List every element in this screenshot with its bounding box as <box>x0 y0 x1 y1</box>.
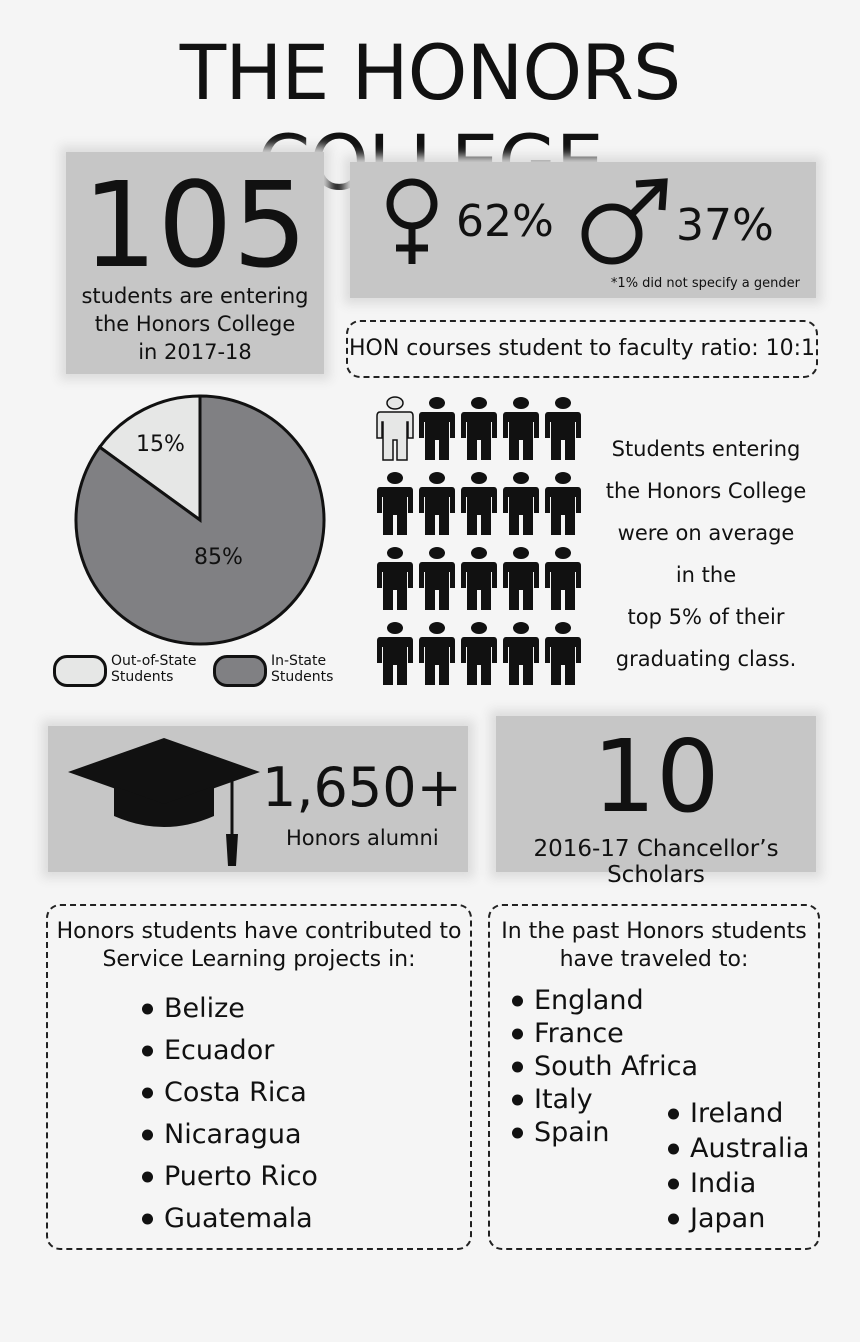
person-icon <box>460 471 498 541</box>
person-icon <box>418 621 456 691</box>
person-icon <box>544 471 582 541</box>
ratio-text: HON courses student to faculty ratio: 10… <box>348 336 816 361</box>
male-symbol-icon <box>581 178 668 265</box>
legend-label: Out-of-State Students <box>111 653 197 685</box>
list-item: Belize <box>138 988 318 1030</box>
male-percent: 37% <box>676 200 774 251</box>
entering-line: in 2017-18 <box>138 340 252 364</box>
person-icon <box>502 621 540 691</box>
person-icon <box>376 546 414 616</box>
top5-line: top 5% of their <box>627 605 785 629</box>
travel-heading: In the past Honors students have traveled… <box>501 919 807 972</box>
person-icon <box>460 621 498 691</box>
alumni-number: 1,650+ <box>262 756 462 819</box>
person-icon <box>544 396 582 466</box>
ratio-box: HON courses student to faculty ratio: 10… <box>346 320 818 378</box>
top5-line: the Honors College <box>605 479 807 503</box>
person-icon <box>376 471 414 541</box>
top5-line: were on average <box>617 521 795 545</box>
person-icon <box>376 621 414 691</box>
list-item: Nicaragua <box>138 1114 318 1156</box>
pie-label-out-of-state: 15% <box>136 432 185 457</box>
person-icon <box>460 396 498 466</box>
list-item: Puerto Rico <box>138 1156 318 1198</box>
scholars-number: 10 <box>592 718 720 835</box>
list-item: South Africa <box>508 1050 698 1083</box>
entering-text: students are entering the Honors College… <box>66 282 324 366</box>
travel-box: In the past Honors students have traveled… <box>488 904 820 1250</box>
travel-list: Ireland Australia India Japan <box>664 1096 809 1236</box>
scholars-card: 10 2016-17 Chancellor’s Scholars <box>496 716 816 888</box>
person-icon <box>502 471 540 541</box>
legend-swatch-in-state <box>213 655 267 687</box>
person-icon <box>544 546 582 616</box>
female-symbol-icon <box>386 178 438 264</box>
alumni-card: 1,650+ Honors alumni <box>48 726 468 872</box>
top5-text: Students entering the Honors College wer… <box>596 428 816 680</box>
list-item: India <box>664 1166 809 1201</box>
list-item: Ireland <box>664 1096 809 1131</box>
person-icon <box>418 471 456 541</box>
list-item: England <box>508 984 698 1017</box>
legend-label: In-State Students <box>271 653 334 685</box>
pie-chart <box>74 394 326 646</box>
top5-line: in the <box>675 563 737 587</box>
pie-slice-out-of-state <box>97 394 202 523</box>
pie-slice-in-state <box>74 394 326 646</box>
scholars-label: 2016-17 Chancellor’s Scholars <box>533 836 779 888</box>
list-item: Costa Rica <box>138 1072 318 1114</box>
list-item: Australia <box>664 1131 809 1166</box>
entering-line: students are entering <box>81 284 309 308</box>
person-icon <box>502 546 540 616</box>
travel-list: England France South Africa Italy Spain <box>508 984 698 1149</box>
person-icon <box>502 396 540 466</box>
legend-swatch-out-of-state <box>53 655 107 687</box>
person-icon <box>418 546 456 616</box>
gender-note: *1% did not specify a gender <box>610 276 800 291</box>
person-icon <box>418 396 456 466</box>
list-item: Ecuador <box>138 1030 318 1072</box>
people-grid <box>376 396 591 696</box>
entering-card: 105 students are entering the Honors Col… <box>66 152 324 374</box>
person-icon <box>376 396 414 466</box>
service-list: Belize Ecuador Costa Rica Nicaragua Puerto R… <box>138 988 318 1240</box>
pie-label-in-state: 85% <box>194 545 243 570</box>
entering-number: 105 <box>82 156 308 294</box>
service-box: Honors students have contributed to Servi… <box>46 904 472 1250</box>
list-item: Japan <box>664 1201 809 1236</box>
service-heading: Honors students have contributed to Servi… <box>56 919 462 972</box>
list-item: France <box>508 1017 698 1050</box>
top5-line: graduating class. <box>615 647 797 671</box>
entering-line: the Honors College <box>94 312 296 336</box>
list-item: Guatemala <box>138 1198 318 1240</box>
person-icon <box>460 546 498 616</box>
list-item: Italy <box>508 1083 698 1116</box>
top5-line: Students entering <box>611 437 801 461</box>
female-percent: 62% <box>456 196 554 247</box>
alumni-label: Honors alumni <box>286 826 439 850</box>
person-icon <box>544 621 582 691</box>
gender-card: 62% 37% *1% did not specify a gender <box>350 162 816 298</box>
graduation-cap-icon <box>68 738 260 866</box>
list-item: Spain <box>508 1116 698 1149</box>
